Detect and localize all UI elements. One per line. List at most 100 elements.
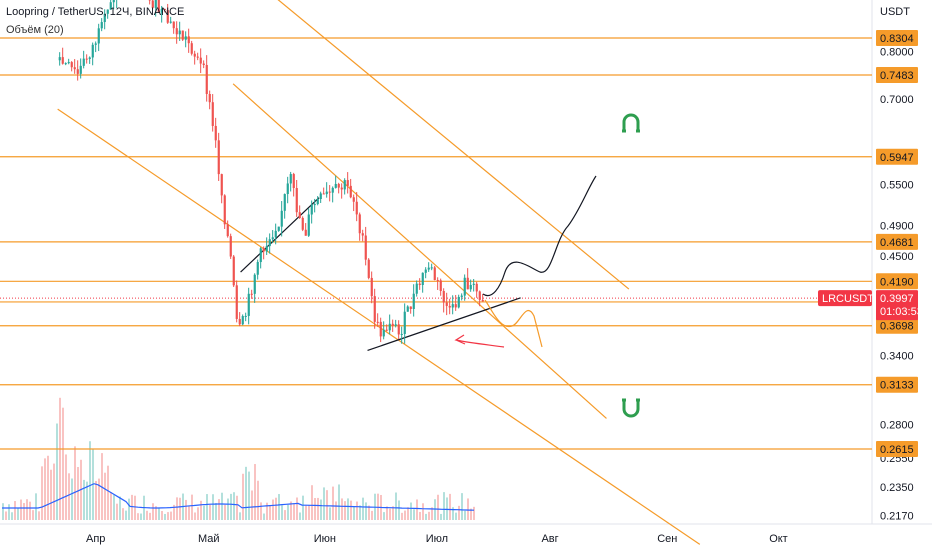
volume-bar bbox=[425, 513, 427, 520]
level-tag-label: 0.4681 bbox=[880, 237, 914, 249]
volume-bar bbox=[119, 496, 121, 520]
volume-bar bbox=[395, 492, 397, 520]
trendline-triangle-support bbox=[367, 297, 521, 351]
volume-bar bbox=[263, 513, 265, 520]
candle-body bbox=[448, 305, 451, 308]
candle-body bbox=[208, 93, 211, 103]
volume-bar bbox=[362, 497, 364, 520]
candle-body bbox=[385, 329, 388, 331]
volume-bar bbox=[203, 505, 205, 520]
candle-body bbox=[376, 321, 379, 323]
candle-body bbox=[454, 304, 457, 308]
volume-bar bbox=[386, 506, 388, 520]
volume-bar bbox=[29, 501, 31, 520]
candle-body bbox=[388, 323, 391, 331]
level-tag: 0.8304 bbox=[876, 30, 918, 46]
volume-bar bbox=[317, 497, 319, 520]
candle-body bbox=[85, 58, 88, 60]
level-tag: 0.4190 bbox=[876, 273, 918, 290]
volume-indicator-label[interactable]: Объём (20) bbox=[6, 24, 64, 36]
candle-body bbox=[277, 226, 280, 231]
candle-body bbox=[217, 140, 220, 175]
candle-body bbox=[298, 212, 301, 218]
volume-bar bbox=[206, 494, 208, 520]
volume-bar bbox=[464, 510, 466, 520]
volume-bar bbox=[473, 506, 475, 520]
candle-body bbox=[358, 214, 361, 234]
volume-bar bbox=[56, 423, 58, 520]
x-tick-label: Авг bbox=[541, 533, 558, 545]
trendline-parallel-channel-top bbox=[277, 0, 630, 290]
x-tick-label: Июл bbox=[426, 533, 448, 545]
level-tag: 0.7483 bbox=[876, 67, 918, 84]
candle-body bbox=[196, 56, 199, 58]
candle-body bbox=[154, 0, 157, 8]
candle-body bbox=[457, 296, 460, 308]
volume-bar bbox=[224, 504, 226, 520]
volume-bar bbox=[278, 494, 280, 520]
volume-bar bbox=[458, 505, 460, 520]
candle-body bbox=[103, 13, 106, 23]
projection-path-bullish bbox=[482, 175, 597, 297]
volume-bar bbox=[131, 494, 133, 520]
volume-bar bbox=[125, 510, 127, 520]
candle-body bbox=[337, 183, 340, 188]
volume-bar bbox=[401, 512, 403, 520]
magnet-icon-down bbox=[622, 398, 640, 418]
candle-body bbox=[262, 248, 265, 252]
candle-body bbox=[433, 267, 436, 281]
volume-bar bbox=[179, 497, 181, 520]
candle-body bbox=[481, 299, 484, 302]
candle-body bbox=[346, 180, 349, 186]
volume-bar bbox=[407, 507, 409, 520]
volume-bar bbox=[26, 499, 28, 520]
candle-body bbox=[382, 329, 385, 337]
candle-body bbox=[373, 296, 376, 322]
volume-bar bbox=[185, 499, 187, 520]
volume-bar bbox=[257, 480, 259, 520]
candle-body bbox=[193, 53, 196, 57]
candle-body bbox=[238, 318, 241, 325]
volume-bar bbox=[170, 511, 172, 520]
volume-bar bbox=[236, 495, 238, 520]
volume-bar bbox=[197, 507, 199, 520]
level-tag-label: 0.3698 bbox=[880, 321, 914, 333]
y-tick-label: 0.2800 bbox=[880, 420, 914, 432]
magnet-icon-up bbox=[622, 113, 640, 133]
volume-bar bbox=[230, 493, 232, 520]
candle-body bbox=[232, 256, 235, 286]
candle-body bbox=[151, 0, 154, 8]
volume-bar bbox=[356, 501, 358, 520]
candle-body bbox=[190, 43, 193, 54]
chart-title[interactable]: Loopring / TetherUS, 12Ч, BINANCE bbox=[6, 6, 185, 18]
volume-ma-line bbox=[2, 483, 475, 511]
volume-bar bbox=[365, 502, 367, 520]
candle-body bbox=[112, 0, 115, 3]
candle-body bbox=[58, 57, 61, 61]
y-tick-label: 0.7000 bbox=[880, 94, 914, 106]
symbol-tag-label: LRCUSDT bbox=[822, 293, 874, 305]
candle-body bbox=[439, 280, 442, 292]
volume-bar bbox=[470, 508, 472, 520]
candle-body bbox=[274, 230, 277, 238]
candle-body bbox=[241, 316, 244, 325]
volume-bar bbox=[296, 497, 298, 520]
candle-body bbox=[166, 10, 169, 23]
volume-bar bbox=[269, 505, 271, 520]
volume-bar bbox=[344, 501, 346, 520]
candle-body bbox=[157, 0, 160, 13]
candle-body bbox=[229, 236, 232, 257]
projection-path-bearish bbox=[484, 299, 543, 348]
candle-body bbox=[361, 233, 364, 236]
volume-bar bbox=[134, 495, 136, 520]
candle-body bbox=[424, 269, 427, 273]
volume-bar bbox=[416, 499, 418, 520]
candle-body bbox=[412, 293, 415, 309]
candle-body bbox=[67, 62, 70, 64]
volume-bar bbox=[173, 504, 175, 520]
candle-body bbox=[271, 237, 274, 240]
candle-body bbox=[328, 191, 331, 193]
